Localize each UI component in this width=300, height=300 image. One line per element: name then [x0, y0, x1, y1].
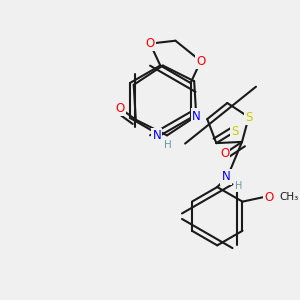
Text: H: H	[164, 140, 172, 150]
Text: O: O	[264, 191, 274, 204]
Text: N: N	[222, 170, 230, 183]
Text: O: O	[220, 147, 229, 160]
Text: S: S	[232, 125, 239, 138]
Text: S: S	[245, 111, 252, 124]
Text: O: O	[146, 37, 155, 50]
Text: CH₃: CH₃	[279, 192, 298, 202]
Text: O: O	[196, 55, 206, 68]
Text: N: N	[192, 110, 201, 123]
Text: H: H	[235, 181, 242, 191]
Text: O: O	[115, 102, 124, 115]
Text: N: N	[152, 129, 161, 142]
